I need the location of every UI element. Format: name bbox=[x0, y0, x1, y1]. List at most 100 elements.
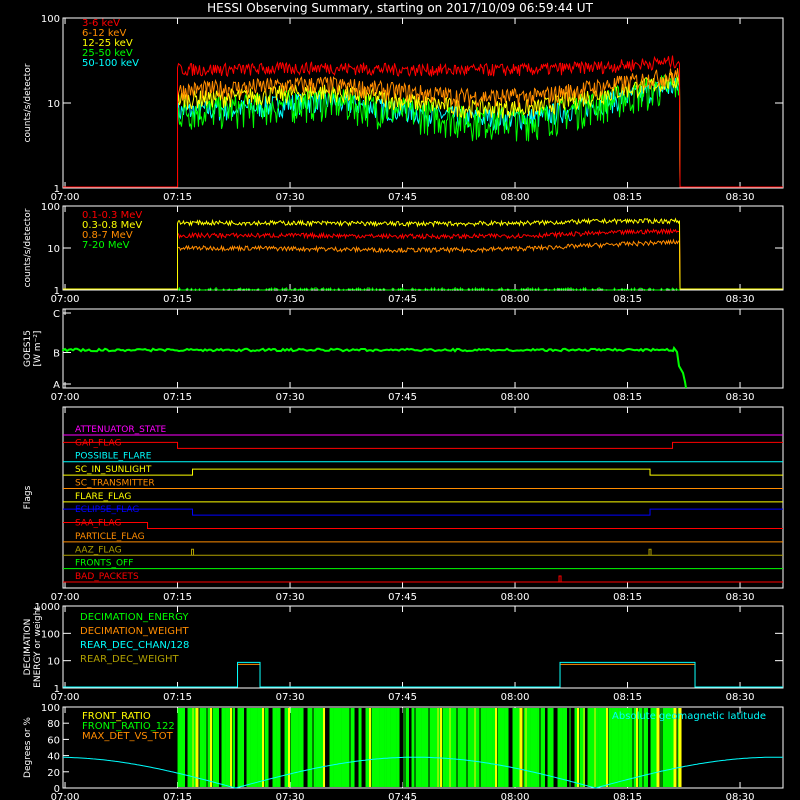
ratio-green-bar bbox=[595, 708, 599, 787]
ratio-green-bar bbox=[618, 708, 622, 787]
goes-ytick-label: A bbox=[53, 380, 60, 391]
ratio-green-bar bbox=[450, 708, 457, 787]
flags-xtick-label: 08:00 bbox=[501, 592, 530, 603]
flags-xtick-label: 07:15 bbox=[163, 592, 192, 603]
ratio-green-bar bbox=[562, 708, 568, 787]
ratio-green-bar bbox=[187, 708, 193, 787]
ratio-green-bar bbox=[587, 708, 595, 787]
goes-frame bbox=[62, 308, 784, 389]
flag-spike-9 bbox=[191, 548, 195, 556]
ratio-green-bar bbox=[547, 708, 555, 787]
ratio-frame bbox=[62, 706, 784, 789]
ratio-green-bar bbox=[257, 708, 263, 787]
ratio-green-bar bbox=[315, 708, 322, 787]
ratio-green-bar bbox=[492, 708, 496, 787]
ratio-green-bar bbox=[467, 708, 475, 787]
ratio-green-bar bbox=[621, 708, 623, 787]
flag-spike-11 bbox=[558, 575, 562, 582]
ratio-green-bar bbox=[643, 708, 647, 787]
decimation-xtick-label: 08:30 bbox=[726, 692, 755, 703]
ratio-latitude-series bbox=[63, 756, 783, 789]
lc-high-legend-3: 7-20 MeV bbox=[82, 240, 130, 251]
ratio-ytick-label: 40 bbox=[47, 752, 60, 763]
ratio-green-bar bbox=[237, 708, 245, 787]
decimation-ytick-label: 10 bbox=[47, 657, 60, 668]
goes-xtick-label: 07:00 bbox=[51, 392, 80, 403]
ratio-green-bar bbox=[246, 708, 251, 787]
ratio-ytick-label: 80 bbox=[47, 719, 60, 730]
ratio-legend-1: FRONT_RATIO_122 bbox=[82, 721, 175, 732]
ratio-green-bar bbox=[384, 708, 387, 787]
lc-low-series-0 bbox=[63, 55, 783, 188]
lc-high-xtick-label: 08:00 bbox=[501, 294, 530, 305]
ratio-green-bar bbox=[670, 708, 675, 787]
ratio-green-bar bbox=[557, 708, 563, 787]
lc-high-series-2 bbox=[63, 238, 783, 290]
ratio-green-bar bbox=[628, 708, 633, 787]
lc-high-xtick-label: 07:30 bbox=[276, 294, 305, 305]
ratio-green-bar bbox=[199, 708, 205, 787]
ratio-green-bar bbox=[537, 708, 540, 787]
lc-high-xtick-label: 07:00 bbox=[51, 294, 80, 305]
ratio-green-bar bbox=[442, 708, 446, 787]
goes-series bbox=[62, 345, 688, 389]
goes-ylabel: GOES15 bbox=[23, 330, 33, 367]
lc-low-xtick-label: 07:15 bbox=[163, 192, 192, 203]
ratio-green-bar bbox=[638, 708, 643, 787]
panels: 07:00 07:15 07:30 07:45 08:00 08:15 08:30 count… bbox=[23, 14, 784, 800]
ratio-green-bar bbox=[523, 708, 526, 787]
ratio-green-bar bbox=[445, 708, 450, 787]
ratio-green-bar bbox=[193, 708, 197, 787]
ratio-green-bar bbox=[660, 708, 662, 787]
ratio-green-bar bbox=[598, 708, 607, 787]
lc-low-legend-3: 25-50 keV bbox=[82, 48, 133, 59]
flag-line-7 bbox=[63, 522, 783, 530]
ratio-green-bar bbox=[250, 708, 258, 787]
ratio-green-bar bbox=[290, 708, 299, 787]
decimation-frame bbox=[62, 605, 784, 689]
ratio-green-bar bbox=[530, 708, 538, 787]
decimation-ylabel: DECIMATION bbox=[23, 619, 33, 676]
lc-high-legend-1: 0.3-0.8 MeV bbox=[82, 220, 142, 231]
flag-label-9: AAZ_FLAG bbox=[75, 545, 122, 555]
lc-low-xtick-label: 07:00 bbox=[51, 192, 80, 203]
ratio-green-bar bbox=[622, 708, 629, 787]
ratio-green-bar bbox=[225, 708, 230, 787]
flags-frame bbox=[62, 406, 784, 589]
lc-low-xtick-label: 07:45 bbox=[388, 192, 417, 203]
ratio-green-bar bbox=[298, 708, 305, 787]
decimation-ytick-label: 1 bbox=[54, 684, 60, 695]
lc-low-legend-1: 6-12 keV bbox=[82, 28, 126, 39]
ratio-green-bar bbox=[212, 708, 220, 787]
goes-ytick-label: C bbox=[53, 309, 60, 320]
decimation-legend-2: REAR_DEC_CHAN/128 bbox=[80, 640, 189, 651]
ratio-xtick-label: 07:45 bbox=[388, 792, 417, 800]
ratio-green-bar bbox=[438, 708, 441, 787]
ratio-legend-0: FRONT_RATIO bbox=[82, 711, 151, 722]
ratio-green-bar bbox=[341, 708, 350, 787]
ratio-green-bar bbox=[611, 708, 619, 787]
ratio-green-bar bbox=[284, 708, 289, 787]
ratio-green-bar bbox=[307, 708, 313, 787]
ratio-xtick-label: 07:15 bbox=[163, 792, 192, 800]
flag-label-4: SC_TRANSMITTER bbox=[75, 478, 155, 488]
decimation-series-2 bbox=[63, 661, 783, 688]
ratio-green-bar bbox=[207, 708, 211, 787]
ratio-green-bar bbox=[574, 708, 578, 787]
ratio-green-bar bbox=[390, 708, 397, 787]
lc-low-xtick-label: 08:15 bbox=[613, 192, 642, 203]
lc-high-series-3 bbox=[63, 286, 783, 292]
ratio-legend-2: MAX_DET_VS_TOT bbox=[82, 731, 174, 742]
decimation-xtick-label: 08:15 bbox=[613, 692, 642, 703]
decimation-ylabel: ENERGY or weight bbox=[33, 606, 43, 688]
ratio-green-bar bbox=[329, 708, 334, 787]
ratio-green-bar bbox=[486, 708, 493, 787]
ratio-green-bar bbox=[272, 708, 277, 787]
decimation-legend-3: REAR_DEC_WEIGHT bbox=[80, 654, 179, 665]
lc-high-series-1 bbox=[63, 217, 783, 290]
flag-label-5: FLARE_FLAG bbox=[75, 492, 131, 502]
ratio-green-bar bbox=[480, 708, 487, 787]
ratio-green-bar bbox=[650, 708, 658, 787]
decimation-ytick-label: 1000 bbox=[35, 602, 60, 613]
